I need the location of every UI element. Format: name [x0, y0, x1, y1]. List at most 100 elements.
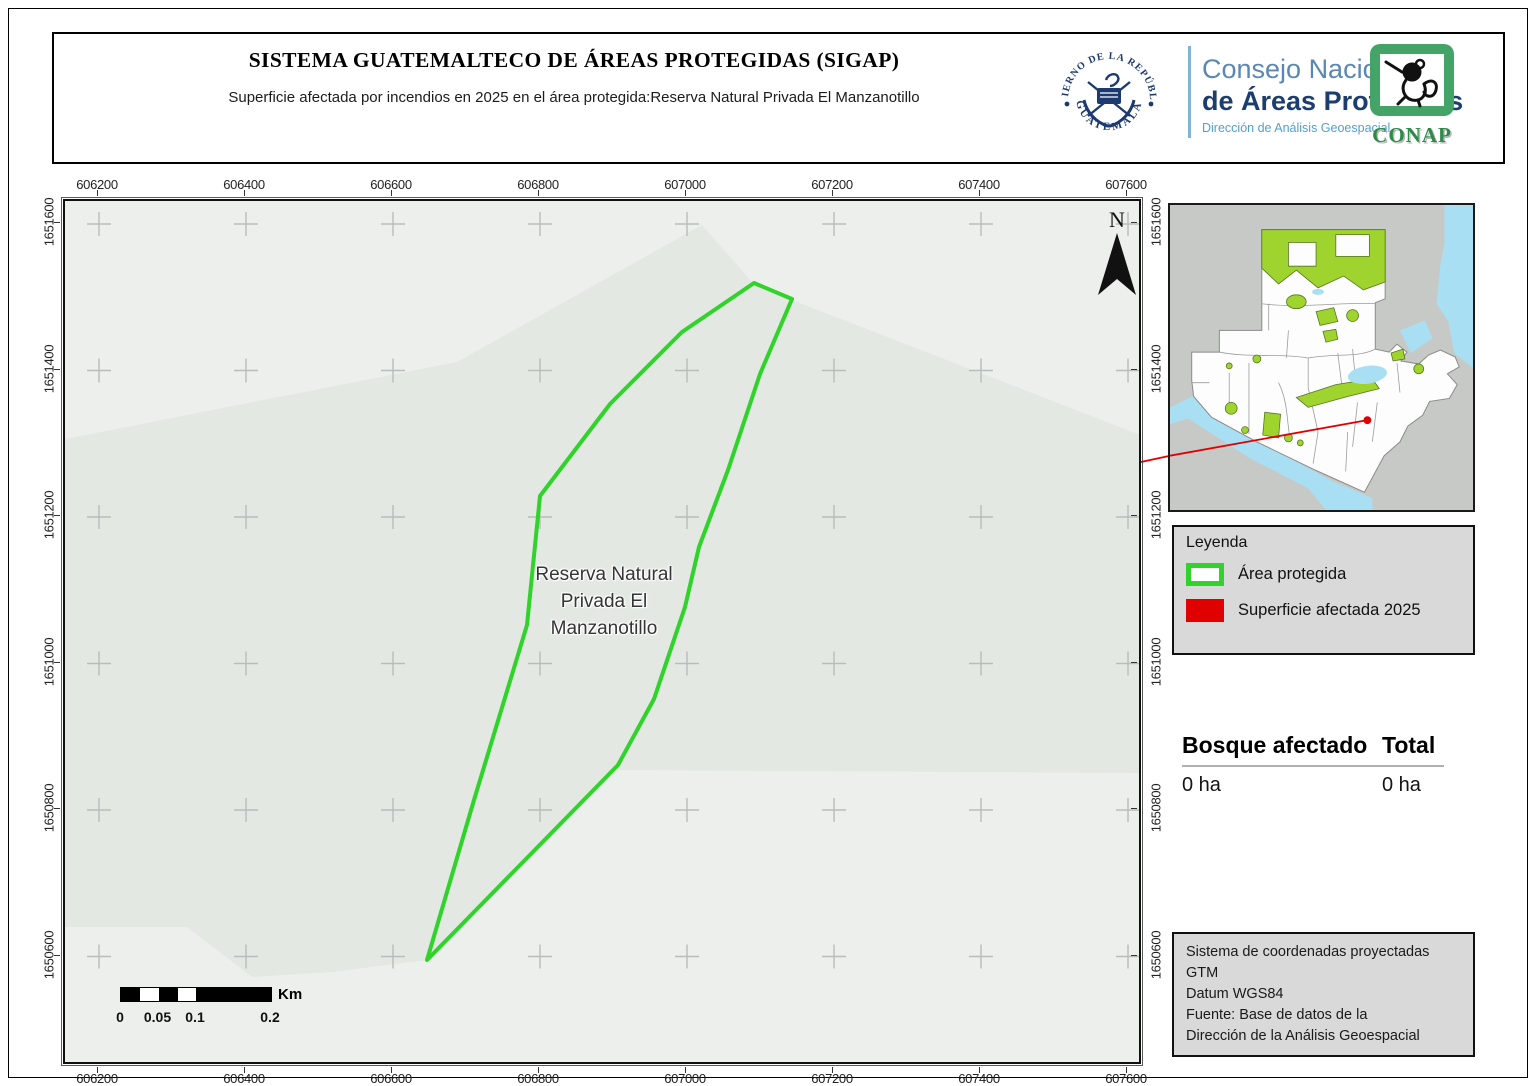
inset-protected-areas [1224, 229, 1425, 447]
y-axis-tick [1131, 808, 1137, 809]
scale-bar-number: 0.05 [143, 1009, 172, 1025]
scale-bar-number: 0.1 [185, 1009, 205, 1025]
legend-swatch-protected-area [1186, 563, 1224, 586]
scale-bar-number: 0 [116, 1009, 124, 1025]
y-axis-tick-label: 1651600 [1148, 197, 1164, 247]
consejo-line3: Dirección de Análisis Geoespacial [1202, 121, 1391, 135]
y-axis-tick [54, 954, 60, 956]
x-axis-tick-label: 606600 [370, 1071, 412, 1086]
x-axis-tick [1126, 1067, 1127, 1073]
x-axis-tick [979, 190, 980, 196]
x-axis-tick [538, 190, 539, 196]
x-axis-tick-label: 607000 [664, 1071, 706, 1086]
x-axis-tick-label: 607400 [958, 1071, 1000, 1086]
stats-divider [1182, 765, 1444, 767]
area-label-line3: Manzanotillo [550, 618, 658, 639]
conap-monkey-icon [1370, 44, 1454, 116]
y-axis-tick [54, 808, 60, 809]
map-frame: Reserva Natural Privada El Manzanotillo … [61, 197, 1143, 1066]
legend-items: Área protegida Superficie afectada 2025 [1174, 563, 1473, 624]
locator-line [1169, 419, 1368, 457]
map-canvas [65, 201, 1139, 1062]
x-axis-tick [97, 1067, 98, 1073]
x-axis-tick [979, 1067, 980, 1073]
main-map: Reserva Natural Privada El Manzanotillo … [42, 177, 1164, 1086]
guatemala-outline [1191, 229, 1460, 493]
x-axis-tick-label: 606200 [76, 177, 118, 192]
y-axis-tick-label: 1650600 [1148, 930, 1164, 979]
grid-crosses [87, 212, 1139, 969]
x-axis-tick-label: 606600 [370, 177, 412, 192]
stats-value-bosque: 0 ha [1182, 774, 1221, 796]
y-axis-tick [1131, 222, 1137, 223]
credits-box: Sistema de coordenadas proyectadas GTM Dat… [1172, 932, 1475, 1057]
conap-name: CONAP [1372, 123, 1452, 147]
scale-bar-number: 0.2 [260, 1009, 280, 1025]
x-axis-tick-label: 606800 [517, 1071, 559, 1086]
legend-item: Área protegida [1186, 563, 1473, 588]
y-axis-tick [54, 515, 60, 516]
stats-value-row: 0 ha 0 ha [1182, 774, 1444, 797]
x-axis-tick [97, 190, 98, 196]
legend-box: Leyenda Área protegida Superficie afectad… [1172, 525, 1475, 655]
x-axis-tick [391, 1067, 392, 1073]
department-borders [1191, 302, 1401, 472]
y-axis-tick [54, 222, 60, 223]
north-arrow-icon [1098, 233, 1136, 295]
legend-item-label: Área protegida [1238, 565, 1347, 583]
x-axis-tick [685, 1067, 686, 1073]
area-label-line1: Reserva Natural [535, 564, 673, 585]
x-axis-tick [538, 1067, 539, 1073]
y-axis-tick-label: 1651000 [1148, 637, 1164, 686]
y-axis-tick-label: 1651200 [1148, 490, 1164, 540]
north-arrow: N [1097, 207, 1137, 300]
scale-bar: Km 0 0.05 0.1 0.2 [116, 986, 310, 1027]
x-axis-tick [832, 190, 833, 196]
y-axis-tick-label: 1651400 [1148, 344, 1164, 393]
north-label: N [1109, 207, 1125, 232]
x-axis-tick-label: 607600 [1105, 1071, 1147, 1086]
x-axis-tick-label: 607200 [811, 177, 853, 192]
y-axis-tick [1131, 954, 1137, 956]
x-axis-tick-label: 606200 [76, 1071, 118, 1086]
locator-dot [1363, 416, 1372, 425]
header-text: SISTEMA GUATEMALTECO DE ÁREAS PROTEGIDAS… [124, 48, 1024, 109]
stats-value-total: 0 ha [1382, 774, 1421, 796]
x-axis-tick-label: 607200 [811, 1071, 853, 1086]
y-axis-tick [54, 661, 60, 663]
legend-title: Leyenda [1186, 534, 1248, 551]
y-axis-tick [1131, 368, 1137, 370]
locator-connector-line [1141, 455, 1169, 463]
credit-line: Sistema de coordenadas proyectadas [1186, 944, 1430, 960]
x-axis-tick [832, 1067, 833, 1073]
x-axis-tick-label: 606400 [223, 177, 265, 192]
protected-area-boundary [425, 281, 794, 962]
guatemala-government-seal-icon: GOBIERNO DE LA REPÚBLICA GUATEMALA [1054, 42, 1157, 133]
credit-line: Fuente: Base de datos de la [1186, 1007, 1368, 1023]
x-axis-tick [244, 1067, 245, 1073]
scale-bar-segments [120, 987, 272, 1002]
legend-item-label: Superficie afectada 2025 [1238, 601, 1421, 619]
stats-header-row: Bosque afectado Total [1182, 732, 1444, 759]
y-axis-tick [1131, 661, 1137, 663]
logo-separator [1188, 46, 1191, 138]
x-axis-tick [391, 190, 392, 196]
x-axis-tick-label: 606400 [223, 1071, 265, 1086]
x-axis-tick-label: 607000 [664, 177, 706, 192]
conap-logo: CONAP [1364, 42, 1460, 148]
y-axis-tick [1131, 515, 1137, 516]
legend-item: Superficie afectada 2025 [1186, 599, 1473, 624]
x-axis-tick-label: 607600 [1105, 177, 1147, 192]
stats-table: Bosque afectado Total 0 ha 0 ha [1182, 732, 1444, 797]
stats-header-bosque: Bosque afectado [1182, 732, 1368, 758]
page-subtitle: Superficie afectada por incendios en 202… [228, 89, 920, 106]
stats-header-total: Total [1382, 732, 1436, 758]
x-axis-tick-label: 607400 [958, 177, 1000, 192]
area-label-line2: Privada El [560, 591, 648, 612]
terrain-polygon [65, 225, 1139, 977]
scale-bar-unit: Km [278, 986, 303, 1003]
protected-area-label: Reserva Natural Privada El Manzanotillo [494, 561, 714, 642]
credit-line: GTM [1186, 965, 1219, 981]
y-axis-tick [54, 368, 60, 370]
